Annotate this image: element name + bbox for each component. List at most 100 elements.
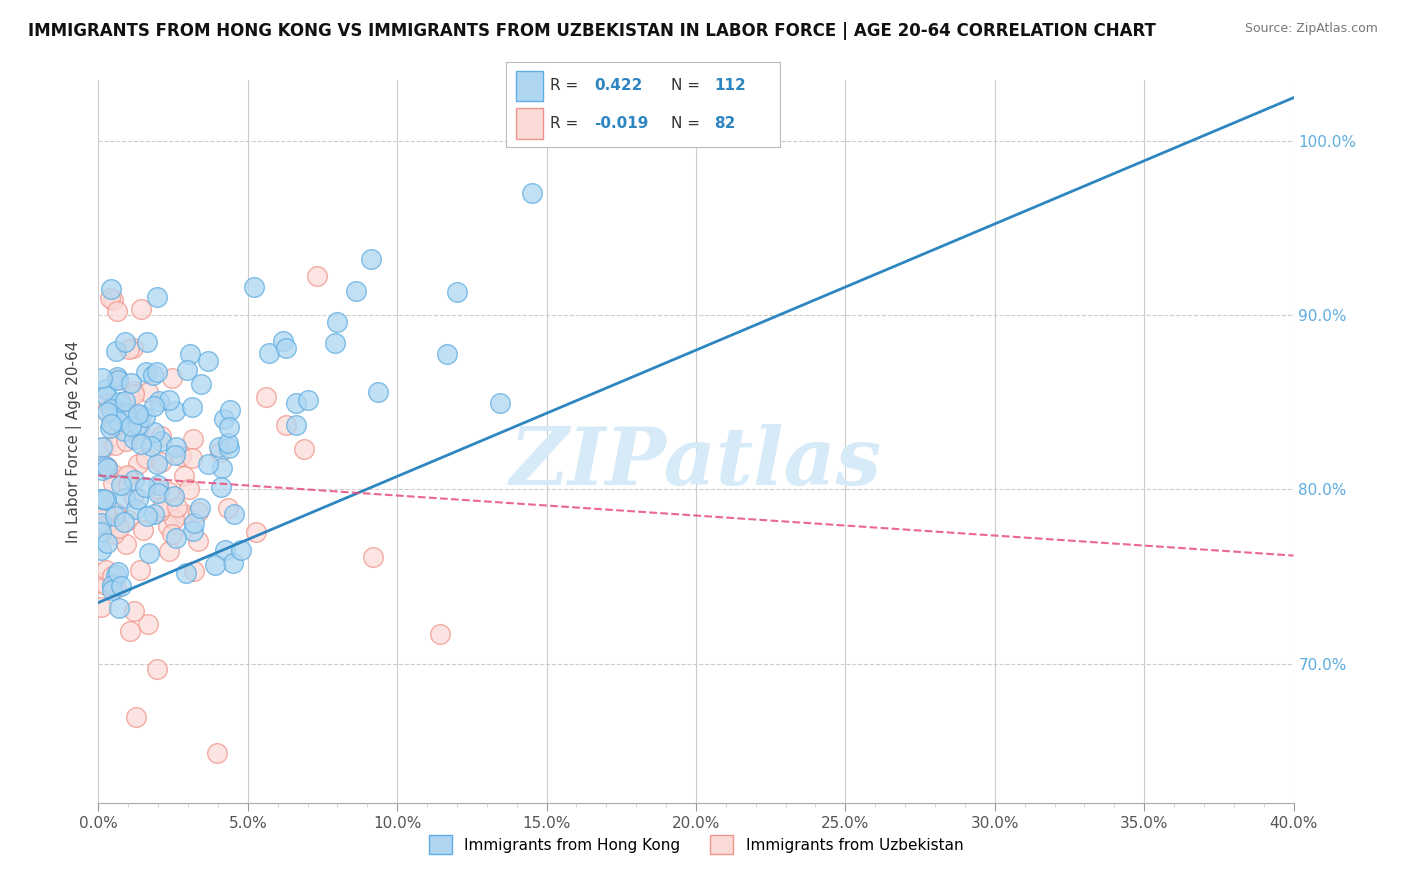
Immigrants from Hong Kong xyxy=(100,417,122,431)
Immigrants from Hong Kong xyxy=(271,334,294,349)
Bar xyxy=(516,71,543,102)
Immigrants from Hong Kong xyxy=(436,347,458,361)
Immigrants from Uzbekistan xyxy=(157,485,180,500)
Immigrants from Hong Kong xyxy=(165,440,187,454)
Immigrants from Uzbekistan xyxy=(103,527,125,541)
Immigrants from Hong Kong xyxy=(141,439,163,453)
Immigrants from Uzbekistan xyxy=(101,569,124,583)
Immigrants from Hong Kong xyxy=(96,536,118,550)
Immigrants from Uzbekistan xyxy=(114,537,136,551)
Immigrants from Hong Kong xyxy=(146,486,169,500)
Immigrants from Uzbekistan xyxy=(125,710,148,724)
Immigrants from Uzbekistan xyxy=(122,489,145,503)
Text: IMMIGRANTS FROM HONG KONG VS IMMIGRANTS FROM UZBEKISTAN IN LABOR FORCE | AGE 20-: IMMIGRANTS FROM HONG KONG VS IMMIGRANTS … xyxy=(28,22,1156,40)
Immigrants from Uzbekistan xyxy=(217,500,239,515)
Immigrants from Hong Kong xyxy=(94,493,117,508)
Immigrants from Hong Kong xyxy=(110,578,132,592)
Immigrants from Hong Kong xyxy=(104,509,127,524)
Immigrants from Hong Kong xyxy=(183,516,205,531)
Immigrants from Hong Kong xyxy=(181,400,204,414)
Immigrants from Hong Kong xyxy=(134,410,156,425)
Immigrants from Hong Kong xyxy=(94,382,117,396)
Immigrants from Hong Kong xyxy=(112,424,135,438)
Immigrants from Hong Kong xyxy=(208,440,231,454)
Immigrants from Uzbekistan xyxy=(115,467,138,482)
Immigrants from Uzbekistan xyxy=(245,525,267,540)
Immigrants from Uzbekistan xyxy=(129,301,152,316)
Immigrants from Uzbekistan xyxy=(98,291,121,305)
Immigrants from Hong Kong xyxy=(190,501,212,516)
Immigrants from Hong Kong xyxy=(179,347,201,361)
Immigrants from Hong Kong xyxy=(100,583,122,598)
Immigrants from Hong Kong xyxy=(360,252,382,266)
Immigrants from Uzbekistan xyxy=(136,385,159,400)
Immigrants from Hong Kong xyxy=(129,437,152,451)
Immigrants from Uzbekistan xyxy=(94,505,117,519)
Immigrants from Hong Kong xyxy=(224,507,246,521)
Immigrants from Hong Kong xyxy=(90,516,112,531)
Immigrants from Uzbekistan xyxy=(146,662,169,676)
Immigrants from Hong Kong xyxy=(91,371,114,385)
Immigrants from Uzbekistan xyxy=(180,451,202,466)
Immigrants from Uzbekistan xyxy=(122,341,145,355)
Immigrants from Uzbekistan xyxy=(173,507,195,521)
Bar xyxy=(516,108,543,139)
Immigrants from Uzbekistan xyxy=(170,449,193,463)
Immigrants from Hong Kong xyxy=(96,405,118,419)
Immigrants from Uzbekistan xyxy=(187,533,209,548)
Immigrants from Hong Kong xyxy=(127,407,149,421)
Immigrants from Uzbekistan xyxy=(90,576,112,591)
Text: 112: 112 xyxy=(714,78,747,94)
Immigrants from Hong Kong xyxy=(112,515,135,529)
Immigrants from Uzbekistan xyxy=(101,467,124,481)
Immigrants from Hong Kong xyxy=(148,394,170,409)
Immigrants from Hong Kong xyxy=(143,507,166,521)
Text: 82: 82 xyxy=(714,116,735,131)
Immigrants from Uzbekistan xyxy=(429,627,451,641)
Immigrants from Hong Kong xyxy=(138,545,160,559)
Immigrants from Hong Kong xyxy=(446,285,468,300)
Immigrants from Hong Kong xyxy=(145,457,167,471)
Legend: Immigrants from Hong Kong, Immigrants from Uzbekistan: Immigrants from Hong Kong, Immigrants fr… xyxy=(423,830,969,860)
Immigrants from Hong Kong xyxy=(163,489,186,503)
Immigrants from Hong Kong xyxy=(209,480,232,494)
Immigrants from Hong Kong xyxy=(91,463,114,477)
Immigrants from Uzbekistan xyxy=(103,419,125,434)
Immigrants from Uzbekistan xyxy=(150,500,173,514)
Immigrants from Hong Kong xyxy=(105,567,128,582)
Immigrants from Uzbekistan xyxy=(107,521,129,535)
Immigrants from Hong Kong xyxy=(129,408,152,422)
Immigrants from Uzbekistan xyxy=(94,519,117,533)
Immigrants from Uzbekistan xyxy=(121,409,143,424)
Immigrants from Hong Kong xyxy=(110,478,132,492)
Immigrants from Uzbekistan xyxy=(181,432,204,446)
Immigrants from Hong Kong xyxy=(197,457,219,471)
Immigrants from Uzbekistan xyxy=(96,403,118,417)
Immigrants from Uzbekistan xyxy=(136,616,159,631)
Immigrants from Hong Kong xyxy=(211,461,233,475)
Immigrants from Hong Kong xyxy=(242,280,264,294)
Immigrants from Uzbekistan xyxy=(101,475,124,490)
Immigrants from Hong Kong xyxy=(105,370,128,384)
Immigrants from Hong Kong xyxy=(163,404,186,418)
Immigrants from Uzbekistan xyxy=(274,417,297,432)
Immigrants from Uzbekistan xyxy=(100,576,122,591)
Immigrants from Uzbekistan xyxy=(96,510,118,524)
Immigrants from Hong Kong xyxy=(115,406,138,420)
Immigrants from Uzbekistan xyxy=(117,477,139,491)
Immigrants from Uzbekistan xyxy=(104,505,127,519)
Immigrants from Hong Kong xyxy=(181,524,204,539)
Immigrants from Hong Kong xyxy=(284,396,307,410)
Immigrants from Hong Kong xyxy=(204,558,226,573)
Immigrants from Hong Kong xyxy=(165,531,187,545)
Immigrants from Uzbekistan xyxy=(254,390,277,404)
Immigrants from Hong Kong xyxy=(135,364,157,378)
Immigrants from Uzbekistan xyxy=(160,527,183,541)
Immigrants from Hong Kong xyxy=(122,473,145,487)
Immigrants from Hong Kong xyxy=(93,491,115,506)
Immigrants from Uzbekistan xyxy=(97,509,120,524)
Immigrants from Hong Kong xyxy=(96,461,118,475)
Immigrants from Hong Kong xyxy=(488,395,510,409)
Immigrants from Uzbekistan xyxy=(208,445,231,459)
Immigrants from Hong Kong xyxy=(120,419,142,434)
